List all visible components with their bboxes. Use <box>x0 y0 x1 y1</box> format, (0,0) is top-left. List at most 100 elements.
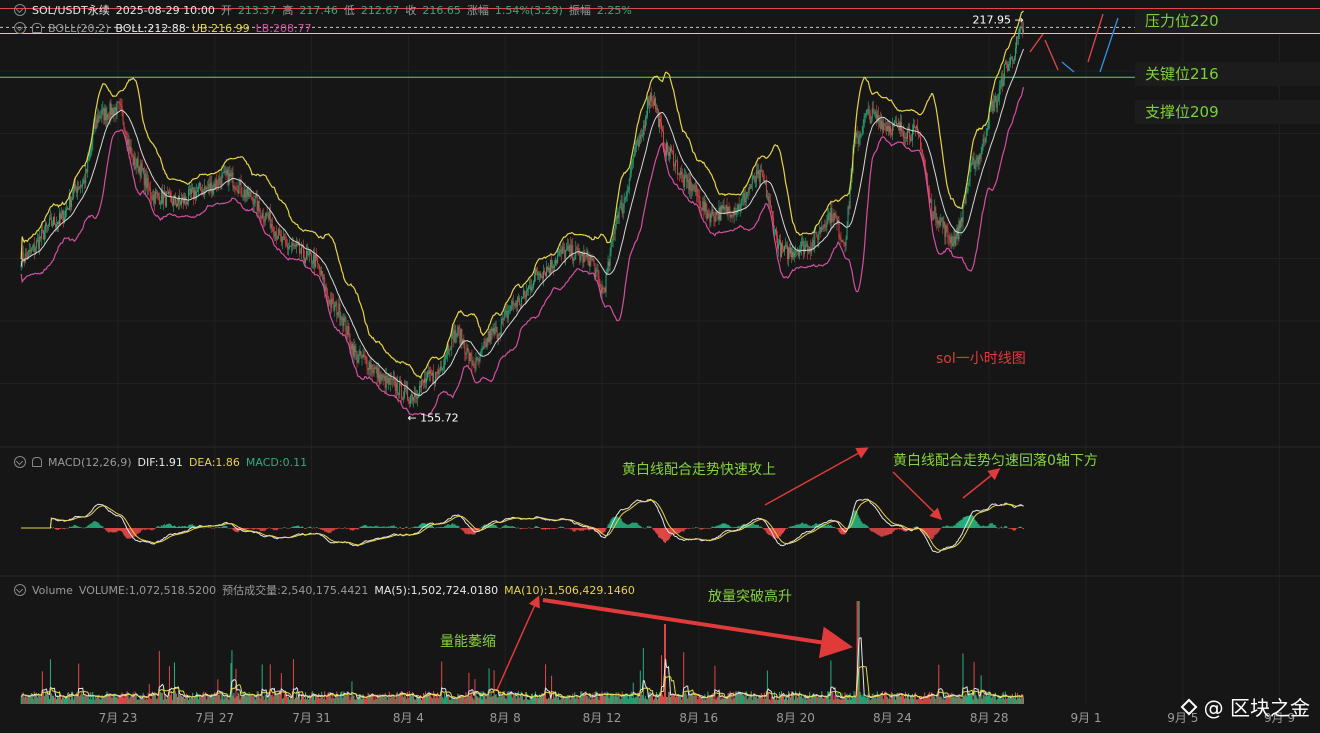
macd-bar <box>1002 527 1004 529</box>
candle-body <box>833 212 835 222</box>
candle-body <box>276 238 278 240</box>
candle-body <box>662 129 663 131</box>
visibility-icon[interactable] <box>14 4 26 16</box>
volume-bar <box>945 694 947 704</box>
volume-bar <box>152 693 154 704</box>
volume-bar <box>941 697 943 704</box>
volume-bar <box>570 699 572 704</box>
macd-bar <box>811 525 813 528</box>
candle-body <box>255 195 257 197</box>
candle-body <box>663 130 664 150</box>
macd-bar <box>145 528 147 531</box>
candle-body <box>648 101 650 106</box>
projection-line <box>1044 39 1059 71</box>
candle-body <box>740 200 742 210</box>
volume-bar <box>1008 697 1010 704</box>
candle-body <box>230 174 232 177</box>
bell-icon[interactable] <box>32 23 42 33</box>
x-tick-label: 8月 20 <box>776 711 815 725</box>
macd-bar <box>798 524 800 528</box>
macd-bar <box>565 528 567 529</box>
volume-bar <box>514 692 516 704</box>
volume-bar <box>480 691 482 704</box>
macd-bar <box>508 526 510 528</box>
candle-body <box>769 200 771 206</box>
volume-bar <box>878 695 880 704</box>
candle-body <box>246 186 248 195</box>
macd-bar <box>688 528 690 530</box>
candle-body <box>981 146 983 154</box>
candle-body <box>756 170 758 174</box>
candle-body <box>949 239 951 243</box>
visibility-icon[interactable] <box>14 456 26 468</box>
volume-bar <box>182 696 184 704</box>
candle-body <box>751 177 753 185</box>
macd-bar <box>189 524 191 528</box>
macd-bar <box>461 528 463 530</box>
volume-bar <box>347 691 349 704</box>
volume-bar <box>789 692 791 704</box>
macd-bar <box>766 528 768 534</box>
candle-body <box>173 197 174 206</box>
volume-bar <box>230 663 232 704</box>
macd-bar <box>216 527 218 528</box>
candle-body <box>503 314 505 320</box>
candle-body <box>695 185 697 192</box>
macd-bar <box>530 528 532 529</box>
volume-bar <box>118 694 120 704</box>
volume-bar <box>833 699 835 704</box>
candle-body <box>279 233 281 236</box>
volume-bar <box>513 694 515 704</box>
volume-bar <box>410 696 412 704</box>
volume-bar <box>533 697 535 704</box>
macd-bar <box>759 526 761 528</box>
candle-body <box>346 332 348 335</box>
volume-bar <box>960 698 962 704</box>
candle-body <box>766 196 768 198</box>
volume-bar <box>128 698 130 704</box>
visibility-icon[interactable] <box>14 22 26 34</box>
candle-body <box>138 167 140 172</box>
macd-bar <box>722 523 724 528</box>
candle-body <box>546 266 547 277</box>
macd-bar <box>694 527 696 529</box>
candle-body <box>415 393 416 397</box>
candle-body <box>362 354 364 358</box>
volume-bar <box>915 692 917 704</box>
volume-bar <box>421 699 423 704</box>
candle-body <box>995 96 997 108</box>
macd-bar <box>258 528 260 530</box>
macd-bar <box>628 524 630 528</box>
macd-bar <box>207 527 209 529</box>
macd-bar <box>440 526 442 528</box>
volume-bar <box>254 699 256 704</box>
candle-body <box>513 304 515 306</box>
visibility-icon[interactable] <box>14 584 26 596</box>
candle-body <box>835 215 837 219</box>
macd-bar <box>54 528 56 530</box>
candle-body <box>159 203 161 205</box>
candle-body <box>467 347 469 351</box>
volume-bar <box>241 696 243 704</box>
volume-bar <box>824 696 826 704</box>
volume-bar <box>444 693 446 704</box>
macd-bar <box>99 524 101 528</box>
candle-body <box>358 354 360 361</box>
bell-icon[interactable] <box>32 457 42 467</box>
volume-bar <box>914 693 916 704</box>
volume-bar <box>724 699 726 704</box>
volume-bar <box>901 693 903 704</box>
candle-body <box>657 108 658 111</box>
macd-bar <box>261 528 263 531</box>
macd-bar <box>545 528 547 530</box>
candle-body <box>982 138 984 147</box>
volume-bar <box>101 694 103 704</box>
volume-bar <box>142 692 144 704</box>
candle-body <box>369 361 371 370</box>
macd-bar <box>437 527 439 528</box>
volume-bar <box>834 695 836 704</box>
candle-body <box>922 150 924 155</box>
volume-bar <box>191 697 193 704</box>
candle-body <box>181 199 182 205</box>
candle-body <box>562 247 564 254</box>
